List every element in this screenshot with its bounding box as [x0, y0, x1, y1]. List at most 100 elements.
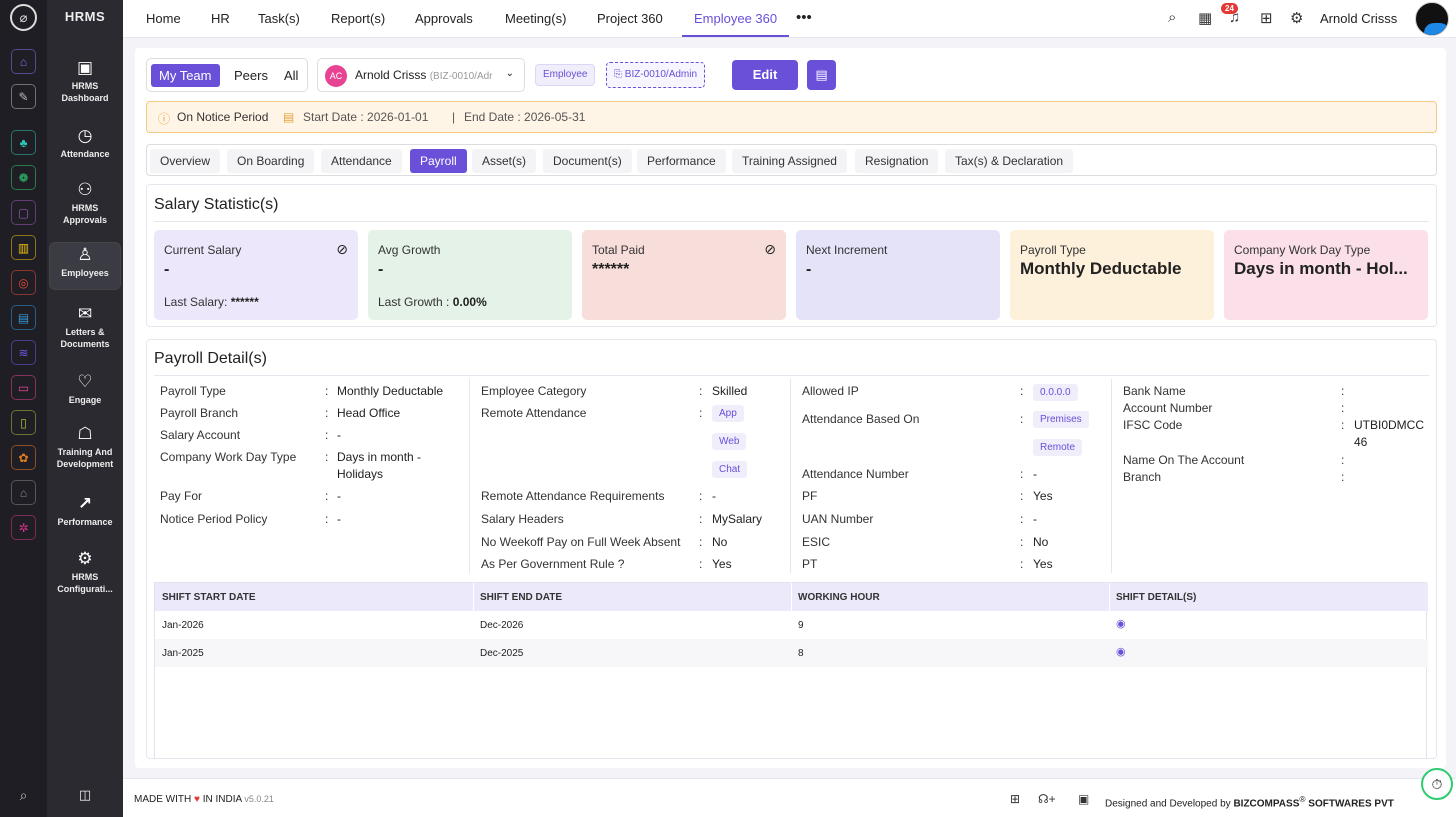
windows-icon[interactable]: ⊞	[1010, 792, 1021, 806]
tab-document-s[interactable]: Document(s)	[543, 149, 632, 173]
field-label: As Per Government Rule ?	[481, 557, 625, 571]
team-icon[interactable]: ♣	[11, 130, 36, 155]
briefcase-icon[interactable]: ▢	[11, 200, 36, 225]
field-value-cont: 46	[1354, 435, 1368, 449]
field-label: Salary Account	[160, 428, 241, 442]
house-icon[interactable]: ⌂	[11, 480, 36, 505]
sidebar-item-training-and-development[interactable]: ☖ Training And Development	[49, 422, 121, 474]
payroll-field-attendance-number: Attendance Number: -	[802, 467, 1112, 487]
tab-training-assigned[interactable]: Training Assigned	[732, 149, 847, 173]
divider	[154, 221, 1429, 222]
leaf-icon[interactable]: ❁	[11, 165, 36, 190]
target-icon[interactable]: ◎	[11, 270, 36, 295]
tab-payroll[interactable]: Payroll	[410, 149, 467, 173]
card-label: Next Increment	[806, 243, 888, 257]
nav-meeting-s[interactable]: Meeting(s)	[505, 11, 567, 26]
card-label: Avg Growth	[378, 243, 441, 257]
sidebar-item-employees[interactable]: ♙ Employees	[49, 242, 121, 290]
card-label: Current Salary	[164, 243, 242, 257]
view-shift-eye-icon[interactable]: ◉	[1116, 618, 1126, 630]
divider	[154, 375, 1429, 376]
chip: App	[712, 405, 744, 422]
field-colon: :	[1341, 384, 1345, 398]
employee-code-tag[interactable]: ⎘ BIZ-0010/Admin	[606, 62, 706, 88]
file-icon[interactable]: ▯	[11, 410, 36, 435]
field-value: Monthly Deductable	[337, 384, 444, 398]
bell-icon[interactable]: ♫	[1229, 9, 1241, 26]
scope-peers[interactable]: Peers	[234, 68, 268, 83]
calendar-icon[interactable]: ▦	[1198, 10, 1213, 27]
nav-employee-360[interactable]: Employee 360	[694, 11, 778, 26]
edit-button[interactable]: Edit	[732, 60, 798, 90]
sidebar-item-hrms-configurati[interactable]: ⚙ HRMS Configurati...	[49, 547, 121, 599]
tab-tax-s-declaration[interactable]: Tax(s) & Declaration	[945, 149, 1074, 173]
payroll-field-bank-name: Bank Name:	[1123, 384, 1433, 404]
eye-slash-icon[interactable]: ⊘	[336, 241, 348, 257]
sidebar-item-label: HRMS Dashboard	[61, 81, 109, 103]
footer: MADE WITH ♥ IN INDIA v5.0.21 ⊞ ☊+ ▣ Desi…	[123, 778, 1456, 817]
tab-overview[interactable]: Overview	[150, 149, 221, 173]
calendar-button-icon[interactable]: ▤	[807, 60, 836, 90]
user-name[interactable]: Arnold Crisss	[1320, 11, 1398, 26]
made-with-text: MADE WITH ♥ IN INDIA v5.0.21	[134, 794, 274, 805]
sidebar-item-engage[interactable]: ♡ Engage	[49, 370, 121, 410]
apps-grid-icon[interactable]: ⊞	[1260, 10, 1273, 27]
view-shift-eye-icon[interactable]: ◉	[1116, 646, 1126, 658]
avatar[interactable]	[1415, 2, 1449, 36]
field-value: -	[1033, 512, 1037, 526]
home-icon[interactable]: ⌂	[11, 49, 36, 74]
payroll-field-esic: ESIC: No	[802, 535, 1112, 555]
card-label: Payroll Type	[1020, 243, 1086, 257]
tab-performance[interactable]: Performance	[637, 149, 726, 173]
tab-asset-s[interactable]: Asset(s)	[472, 149, 537, 173]
calculator-icon[interactable]: ▣	[1078, 792, 1090, 806]
sidebar-item-label: Attendance	[60, 149, 110, 159]
sidebar-item-performance[interactable]: ↗ Performance	[49, 492, 121, 532]
box-icon[interactable]: ▤	[11, 305, 36, 330]
eye-slash-icon[interactable]: ⊘	[764, 241, 776, 257]
award-icon[interactable]: ✿	[11, 445, 36, 470]
headset-add-icon[interactable]: ☊+	[1038, 792, 1056, 806]
screen-icon[interactable]: ▭	[11, 375, 36, 400]
card-value: -	[806, 261, 812, 278]
handshake-icon: ♡	[77, 372, 93, 391]
scope-my-team[interactable]: My Team	[151, 64, 220, 87]
payroll-field-uan-number: UAN Number: -	[802, 512, 1112, 532]
sidebar-item-hrms-approvals[interactable]: ⚇ HRMS Approvals	[49, 178, 121, 230]
sidebar-item-hrms-dashboard[interactable]: ▣ HRMS Dashboard	[49, 56, 121, 108]
employee-select[interactable]: AC Arnold Crisss (BIZ-0010/Adr ⌄	[317, 58, 525, 92]
gear-icon[interactable]: ✲	[11, 515, 36, 540]
search-icon[interactable]: ⌕	[1168, 9, 1177, 26]
sidebar-item-attendance[interactable]: ◷ Attendance	[49, 124, 121, 164]
left-rail: ⌀ ⌂ ✎ ♣ ❁ ▢ ▥ ◎ ▤ ≋ ▭ ▯ ✿ ⌂ ✲ ⌕	[0, 0, 47, 817]
layers-icon[interactable]: ≋	[11, 340, 36, 365]
field-colon: :	[325, 489, 329, 503]
pin-icon[interactable]: ✎	[11, 84, 36, 109]
collapse-sidebar-icon[interactable]: ◫	[78, 787, 92, 802]
timer-icon[interactable]: ⏱	[1421, 768, 1453, 800]
more-menu-icon[interactable]: •••	[796, 9, 812, 26]
sidebar-item-letters-documents[interactable]: ✉ Letters & Documents	[49, 302, 121, 354]
chip: Chat	[712, 461, 748, 478]
settings-icon[interactable]: ⚙	[1290, 10, 1304, 27]
field-label: Attendance Based On	[802, 412, 920, 426]
tab-resignation[interactable]: Resignation	[855, 149, 939, 173]
field-colon: :	[1341, 401, 1345, 415]
field-colon: :	[1341, 453, 1345, 467]
app-logo-icon[interactable]: ⌀	[10, 4, 37, 31]
nav-home[interactable]: Home	[146, 11, 181, 26]
field-value: Yes	[712, 557, 732, 571]
scope-all[interactable]: All	[284, 68, 299, 83]
tab-attendance[interactable]: Attendance	[321, 149, 402, 173]
search-icon[interactable]: ⌕	[19, 787, 28, 803]
nav-task-s[interactable]: Task(s)	[258, 11, 300, 26]
column-divider	[790, 379, 791, 573]
active-nav-underline	[682, 35, 789, 37]
nav-report-s[interactable]: Report(s)	[331, 11, 386, 26]
nav-project-360[interactable]: Project 360	[597, 11, 663, 26]
chart-icon[interactable]: ▥	[11, 235, 36, 260]
nav-approvals[interactable]: Approvals	[415, 11, 473, 26]
tab-on-boarding[interactable]: On Boarding	[227, 149, 315, 173]
field-label: Allowed IP	[802, 384, 859, 398]
nav-hr[interactable]: HR	[211, 11, 230, 26]
